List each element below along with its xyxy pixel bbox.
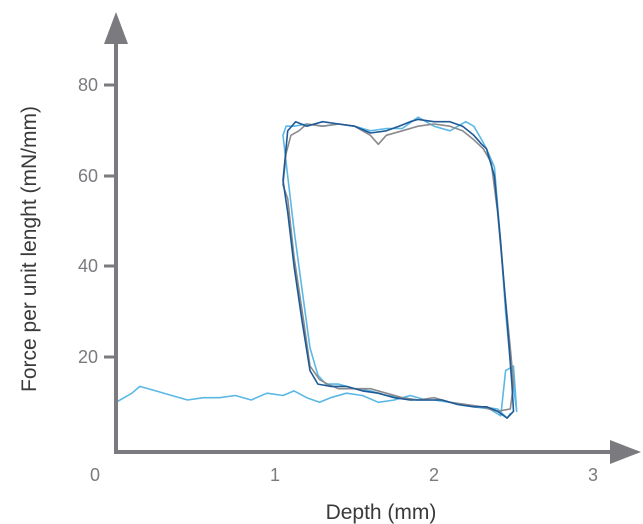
x-tick-label-3: 3 (588, 465, 598, 485)
y-axis-title: Force per unit lenght (mN/mm) (18, 106, 41, 392)
y-tick-label-60: 60 (78, 166, 98, 186)
series-line-3 (282, 118, 515, 419)
y-axis-arrow (104, 12, 128, 44)
series-layer (115, 116, 518, 419)
series-line-2 (282, 123, 515, 413)
x-tick-label-1: 1 (270, 465, 280, 485)
y-tick-label-80: 80 (78, 75, 98, 95)
series-line-1 (115, 116, 518, 419)
y-tick-label-20: 20 (78, 347, 98, 367)
x-tick-label-2: 2 (429, 465, 439, 485)
x-axis-title: Depth (mm) (326, 501, 437, 524)
y-tick-label-40: 40 (78, 256, 98, 276)
x-tick-label-0: 0 (90, 465, 100, 485)
x-axis-arrow (610, 440, 641, 464)
